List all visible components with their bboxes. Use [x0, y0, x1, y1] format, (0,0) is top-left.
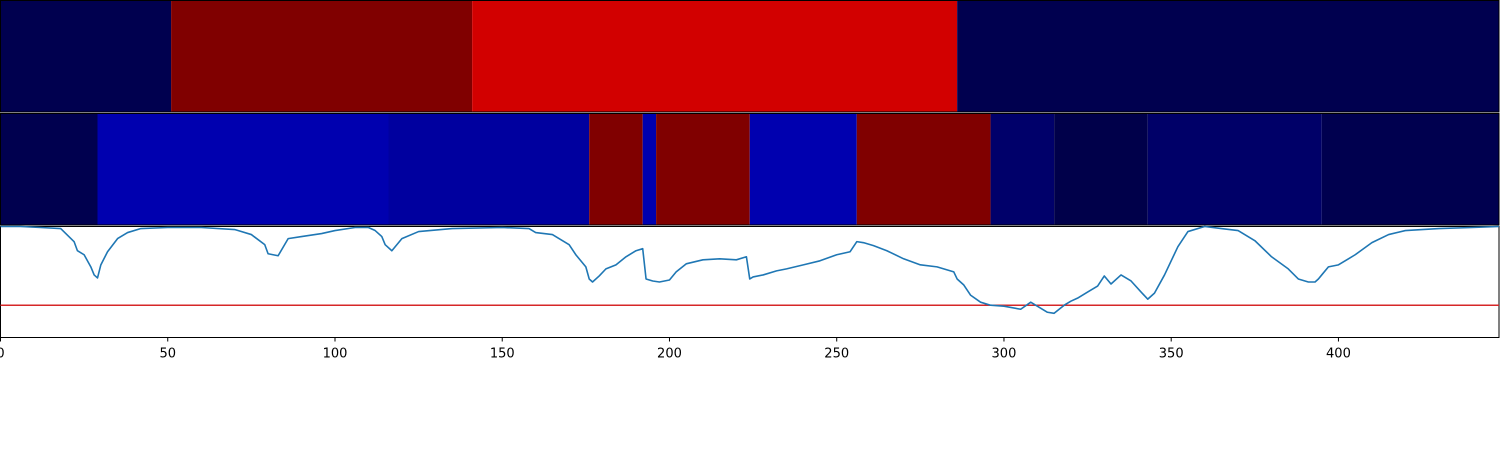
heatmap-middle-segment-9 [1054, 113, 1148, 225]
heatmap-middle-segment-8 [990, 113, 1055, 225]
x-axis: 0 50 100 150 200 250 300 350 400 [0, 337, 1351, 362]
series-line [0, 225, 1500, 315]
heatmap-panel-middle [0, 113, 1500, 226]
heatmap-middle-segment-1 [97, 113, 389, 225]
heatmap-top-segment-0 [0, 0, 172, 112]
x-tick-label-300: 300 [992, 347, 1017, 362]
heatmap-middle-segment-11 [1321, 113, 1499, 225]
line-plot-background [0, 226, 1500, 338]
heatmap-middle-segment-0 [0, 113, 98, 225]
x-tick-label-50: 50 [159, 347, 176, 362]
heatmap-middle-segment-2 [388, 113, 590, 225]
heatmap-middle-frame [0, 113, 1500, 226]
heatmap-middle-segment-4 [642, 113, 657, 225]
heatmap-middle-segment-6 [749, 113, 857, 225]
x-tick-label-200: 200 [657, 347, 682, 362]
x-tick-label-150: 150 [490, 347, 515, 362]
x-tick-label-100: 100 [323, 347, 348, 362]
heatmap-panel-top [0, 0, 1500, 113]
heatmap-middle-segment-3 [589, 113, 643, 225]
x-tick-label-250: 250 [824, 347, 849, 362]
heatmap-top-frame [0, 0, 1500, 113]
heatmap-middle-segment-10 [1147, 113, 1322, 225]
heatmap-top-segment-1 [171, 0, 473, 112]
x-tick-label-400: 400 [1326, 347, 1351, 362]
heatmap-middle-segment-7 [856, 113, 991, 225]
x-tick-label-0: 0 [0, 347, 5, 362]
x-tick-label-350: 350 [1159, 347, 1184, 362]
heatmap-middle-segment-5 [656, 113, 750, 225]
heatmap-top-segment-2 [472, 0, 958, 112]
heatmap-top-segment-3 [957, 0, 1499, 112]
line-plot-panel [0, 225, 1500, 338]
